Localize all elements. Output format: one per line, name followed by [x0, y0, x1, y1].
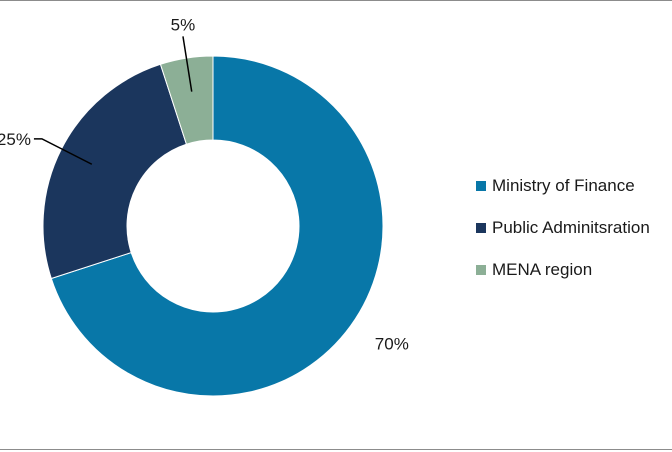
legend: Ministry of Finance Public Adminitsratio… [476, 172, 650, 298]
legend-label-mena-region: MENA region [492, 260, 593, 279]
legend-swatch-public-administration [476, 223, 486, 233]
legend-label-public-administration: Public Adminitsration [492, 218, 650, 237]
legend-swatch-mena-region [476, 265, 486, 275]
legend-label-ministry-of-finance: Ministry of Finance [492, 176, 635, 195]
legend-item-public-administration: Public Adminitsration [476, 214, 650, 242]
legend-item-ministry-of-finance: Ministry of Finance [476, 172, 650, 200]
data-label-ministry-of-finance: 70% [375, 335, 409, 354]
top-border-line [0, 0, 672, 1]
leader-line-public-adminitsration [33, 138, 93, 165]
bottom-border-line [0, 449, 672, 450]
legend-item-mena-region: MENA region [476, 256, 650, 284]
slice-mena-region [159, 55, 214, 145]
slice-public-adminitsration [42, 63, 188, 280]
data-label-mena-region: 5% [171, 15, 196, 34]
leader-line-mena-region [182, 36, 193, 92]
legend-swatch-ministry-of-finance [476, 181, 486, 191]
data-label-public-adminitsration: 25% [0, 130, 31, 149]
slice-ministry-of-finance [50, 55, 384, 397]
